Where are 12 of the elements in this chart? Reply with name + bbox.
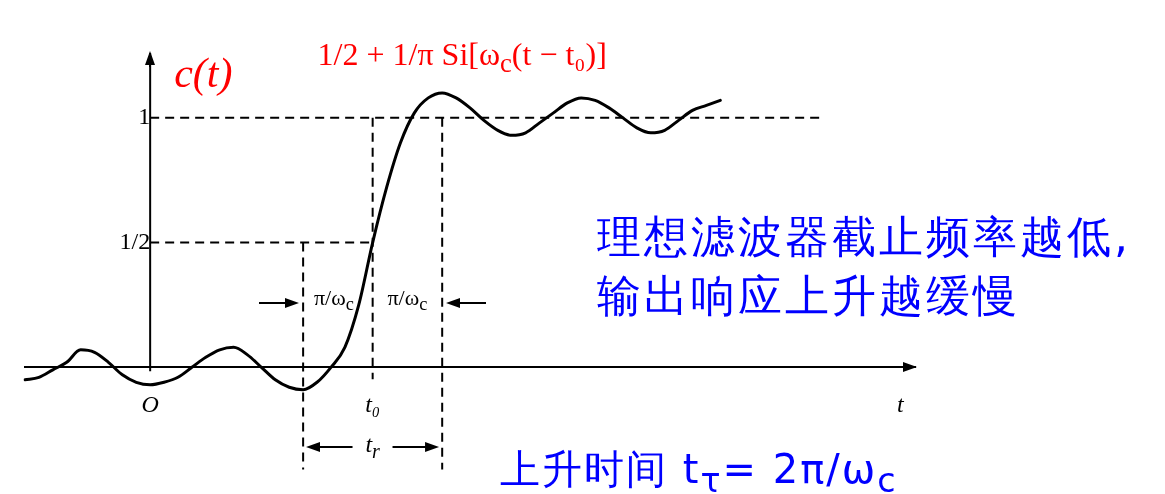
annotation: 上升时间 t$_{τ}$= 2π/ω$_{c}$ — [500, 445, 898, 494]
series-label: 1/2 + 1/π Si[ω$_{c}$(t − t₀)] — [317, 35, 607, 79]
y-tick-label: 1 — [138, 103, 151, 130]
x-axis-title: t — [897, 391, 904, 419]
annotation: π/ω$_{c}$ — [387, 284, 428, 316]
y-axis-title: c(t) — [174, 49, 233, 97]
x-tick-label: t₀ — [365, 391, 381, 418]
annotation: π/ω$_{c}$ — [313, 284, 354, 316]
y-tick-label: 1/2 — [119, 227, 151, 254]
x-tick-label: O — [141, 391, 159, 418]
annotation: 理想滤波器截止频率越低,输出响应上升越缓慢 — [597, 210, 1132, 323]
annotation: t$_{r}$ — [365, 431, 380, 463]
